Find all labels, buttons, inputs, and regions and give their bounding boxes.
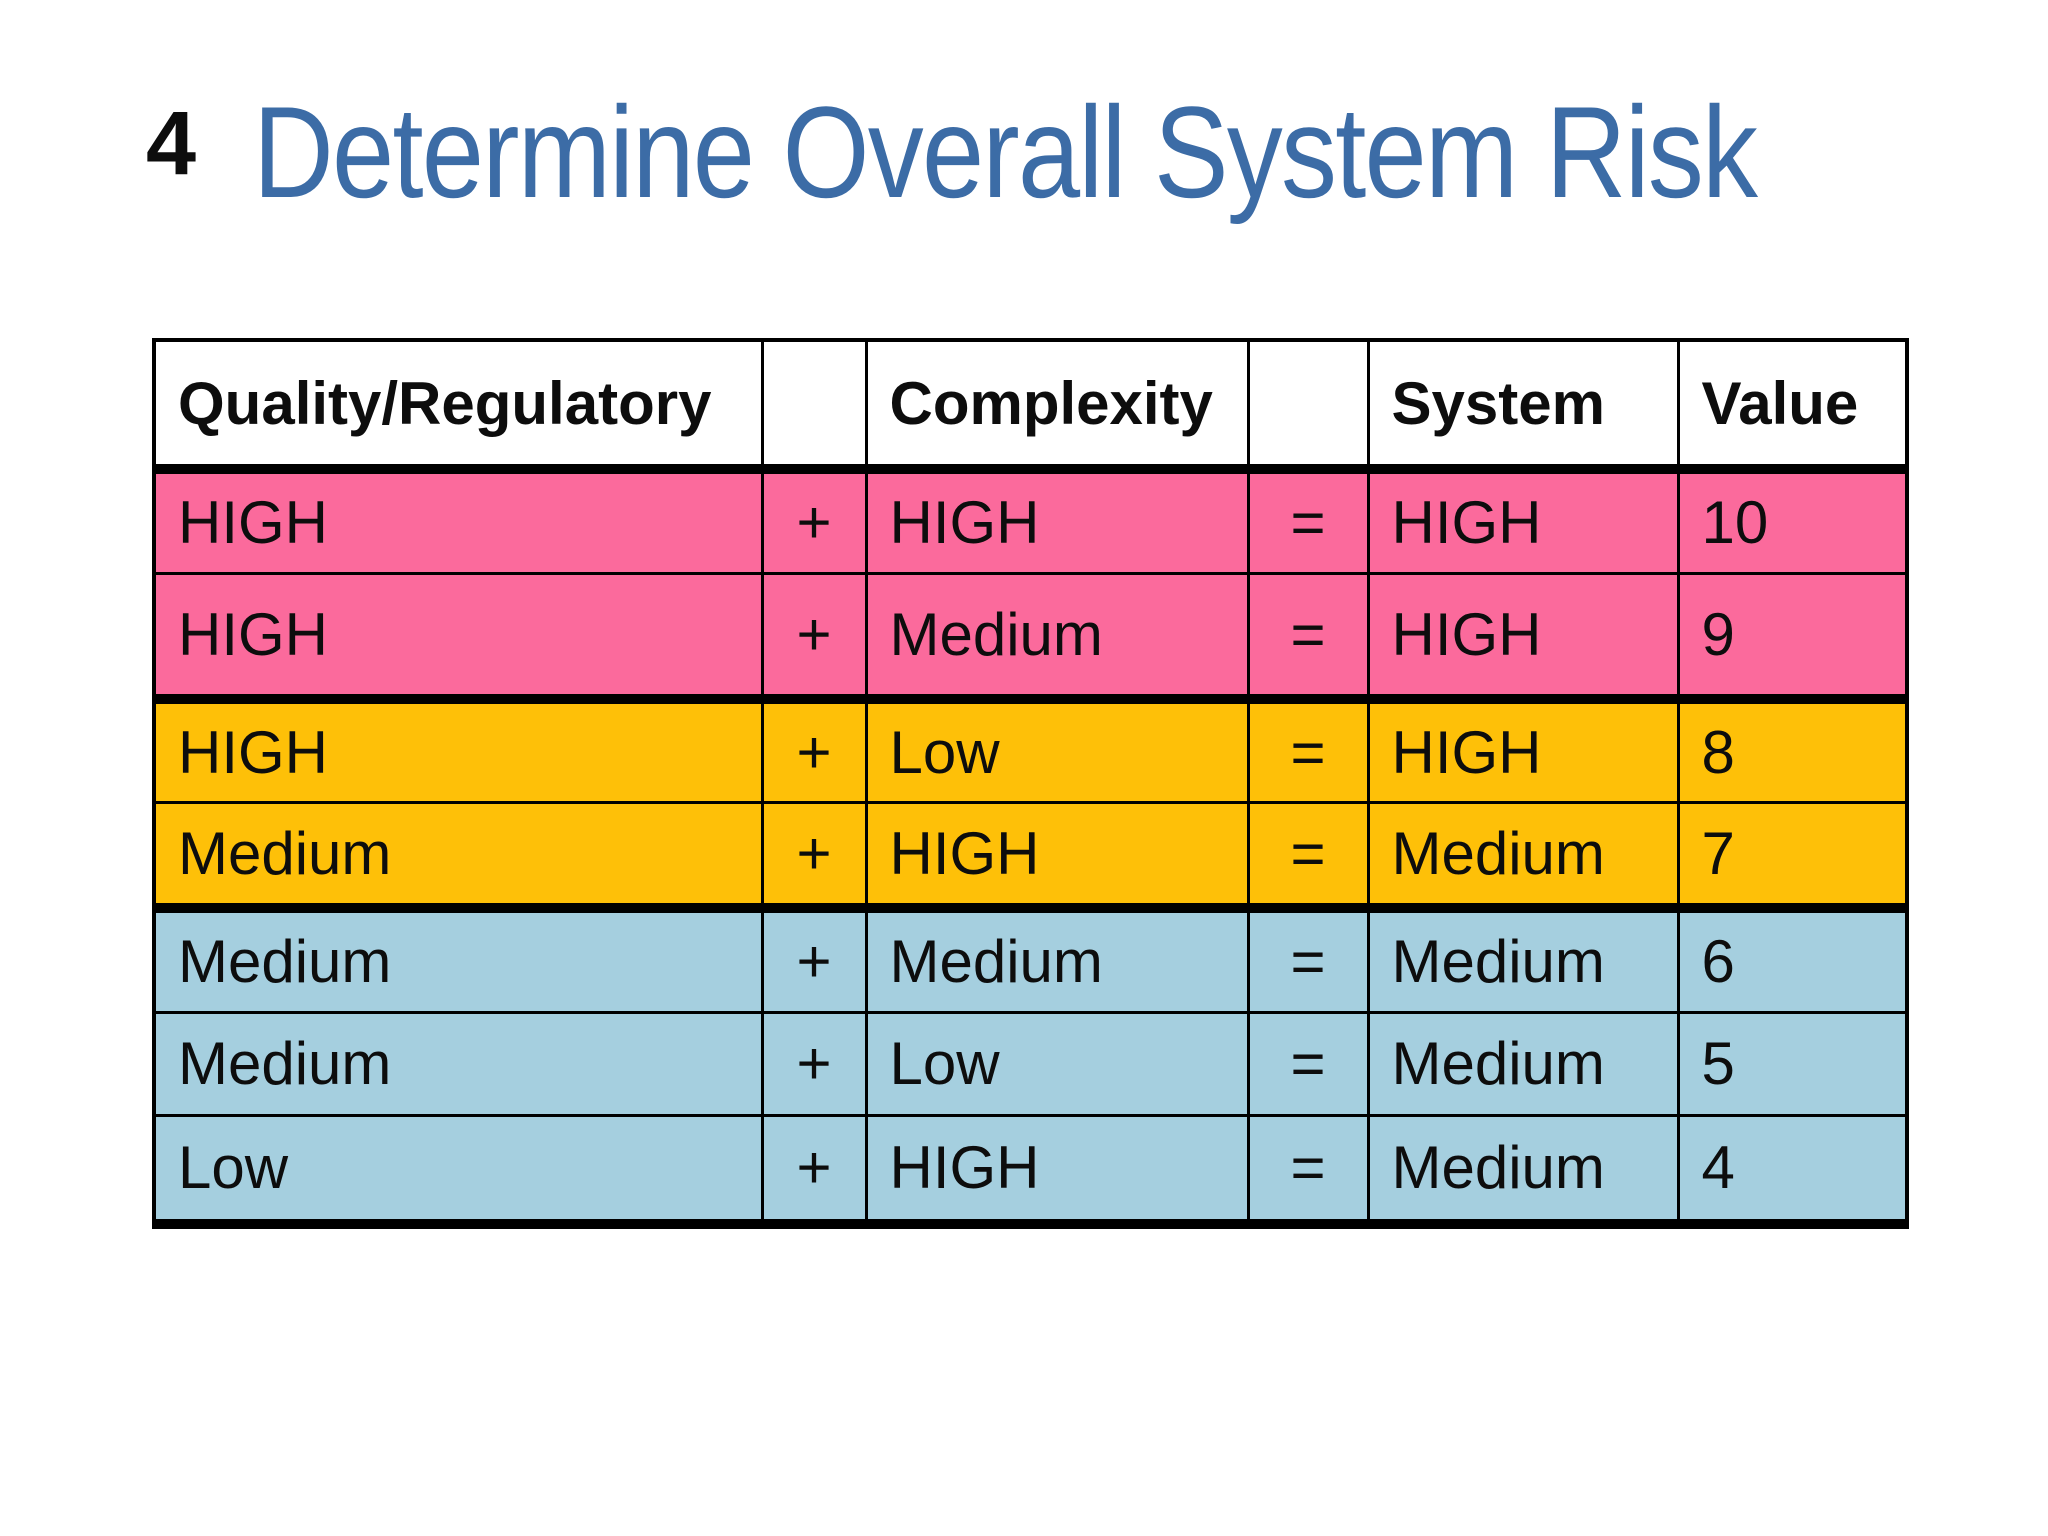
cell-equals-sign: = (1246, 467, 1370, 575)
cell-plus-sign: + (760, 1113, 868, 1226)
cell-equals-sign: = (1246, 903, 1370, 1014)
cell-plus-sign: + (760, 694, 868, 804)
table-row: HIGH + Medium = HIGH 9 (152, 571, 1909, 701)
cell-equals-sign: = (1246, 694, 1370, 804)
cell-system: HIGH (1366, 467, 1680, 575)
cell-quality: HIGH (152, 467, 764, 575)
cell-equals-sign: = (1246, 1010, 1370, 1117)
cell-system: HIGH (1366, 694, 1680, 804)
cell-equals-sign: = (1246, 1113, 1370, 1226)
cell-system: Medium (1366, 1010, 1680, 1117)
cell-value: 6 (1676, 903, 1909, 1014)
cell-quality: HIGH (152, 694, 764, 804)
column-header-system: System (1366, 338, 1680, 474)
cell-plus-sign: + (760, 1010, 868, 1117)
slide-number: 4 (146, 94, 197, 194)
cell-quality: Low (152, 1113, 764, 1226)
column-header-op2-empty (1246, 338, 1370, 474)
cell-complexity: Low (864, 694, 1250, 804)
cell-complexity: HIGH (864, 1113, 1250, 1226)
cell-quality: HIGH (152, 571, 764, 701)
header-row: Quality/Regulatory Complexity System Val… (152, 338, 1909, 474)
slide-title: Determine Overall System Risk (253, 79, 1758, 225)
column-header-complexity: Complexity (864, 338, 1250, 474)
cell-plus-sign: + (760, 467, 868, 575)
cell-value: 10 (1676, 467, 1909, 575)
cell-equals-sign: = (1246, 571, 1370, 701)
cell-system: HIGH (1366, 571, 1680, 701)
table-row: HIGH + Low = HIGH 8 (152, 694, 1909, 804)
cell-equals-sign: = (1246, 800, 1370, 910)
column-header-quality-regulatory: Quality/Regulatory (152, 338, 764, 474)
cell-value: 4 (1676, 1113, 1909, 1226)
cell-quality: Medium (152, 800, 764, 910)
cell-quality: Medium (152, 903, 764, 1014)
cell-plus-sign: + (760, 903, 868, 1014)
cell-value: 8 (1676, 694, 1909, 804)
cell-plus-sign: + (760, 571, 868, 701)
cell-system: Medium (1366, 1113, 1680, 1226)
cell-value: 7 (1676, 800, 1909, 910)
cell-plus-sign: + (760, 800, 868, 910)
table-row: HIGH + HIGH = HIGH 10 (152, 467, 1909, 575)
cell-quality: Medium (152, 1010, 764, 1117)
column-header-value: Value (1676, 338, 1909, 474)
cell-complexity: HIGH (864, 800, 1250, 910)
risk-matrix-table: Quality/Regulatory Complexity System Val… (152, 338, 1909, 1229)
cell-complexity: Medium (864, 903, 1250, 1014)
cell-complexity: Medium (864, 571, 1250, 701)
cell-system: Medium (1366, 903, 1680, 1014)
table-row: Low + HIGH = Medium 4 (152, 1113, 1909, 1226)
cell-complexity: HIGH (864, 467, 1250, 575)
cell-value: 9 (1676, 571, 1909, 701)
column-header-op1-empty (760, 338, 868, 474)
table-row: Medium + HIGH = Medium 7 (152, 800, 1909, 910)
cell-value: 5 (1676, 1010, 1909, 1117)
cell-complexity: Low (864, 1010, 1250, 1117)
cell-system: Medium (1366, 800, 1680, 910)
table-row: Medium + Low = Medium 5 (152, 1010, 1909, 1117)
table-row: Medium + Medium = Medium 6 (152, 903, 1909, 1014)
